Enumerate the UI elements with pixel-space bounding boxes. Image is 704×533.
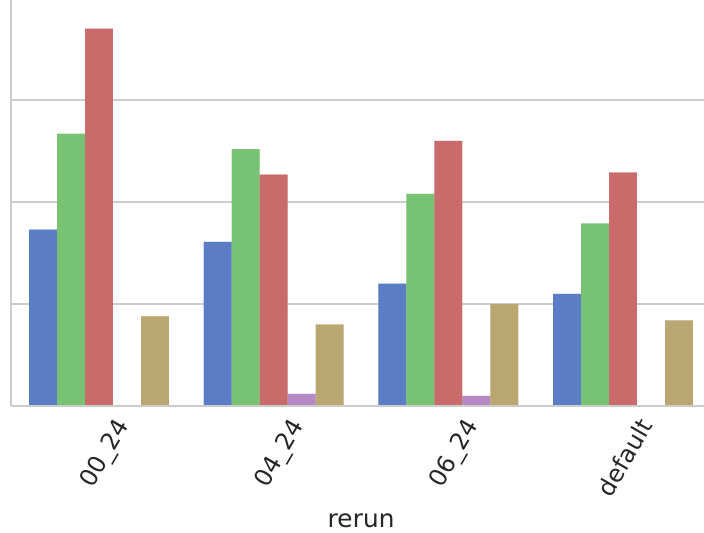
bar-default-series-2 xyxy=(581,223,609,406)
x-tick-label-00_24: 00_24 xyxy=(73,414,134,491)
bar-06_24-series-3 xyxy=(434,140,463,407)
bar-default-series-1 xyxy=(553,293,581,406)
bar-default-series-3 xyxy=(609,172,637,406)
bar-00_24-series-5 xyxy=(141,316,169,406)
bar-04_24-series-5 xyxy=(315,324,344,406)
bar-04_24-series-4 xyxy=(287,393,316,406)
x-tick-labels: 00_24 04_24 06_24 default xyxy=(73,414,658,501)
bar-default-series-5 xyxy=(665,320,693,406)
bar-06_24-series-5 xyxy=(490,304,519,406)
bar-04_24-series-3 xyxy=(259,174,288,406)
bars xyxy=(29,28,693,407)
bar-00_24-series-3 xyxy=(85,28,113,406)
bar-04_24-series-2 xyxy=(231,149,260,406)
x-tick-label-default: default xyxy=(592,414,658,501)
x-tick-label-06_24: 06_24 xyxy=(423,414,484,491)
bar-06_24-series-2 xyxy=(406,193,435,406)
bar-06_24-series-4 xyxy=(462,395,491,406)
bar-00_24-series-2 xyxy=(57,133,85,406)
x-tick-label-04_24: 04_24 xyxy=(248,414,309,491)
bar-00_24-series-1 xyxy=(29,229,57,406)
x-axis-title: rerun xyxy=(327,504,394,533)
bar-04_24-series-1 xyxy=(203,241,232,406)
bar-06_24-series-1 xyxy=(378,283,407,406)
